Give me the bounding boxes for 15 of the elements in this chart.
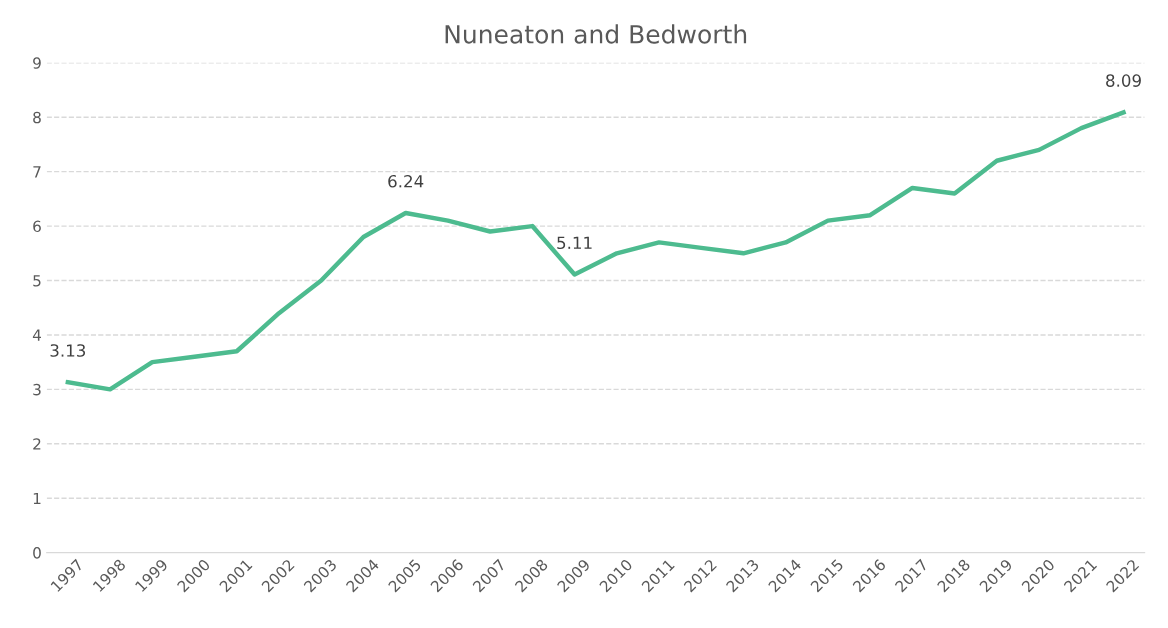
y-tick-label: 8 bbox=[33, 111, 41, 124]
y-tick-label: 1 bbox=[33, 492, 41, 505]
y-tick-label: 2 bbox=[33, 438, 41, 450]
data-label: 8.09 bbox=[1106, 74, 1141, 87]
y-tick-label: 3 bbox=[33, 383, 41, 396]
y-tick-label: 6 bbox=[33, 220, 41, 233]
data-label: 6.24 bbox=[388, 174, 424, 188]
y-tick-label: 9 bbox=[33, 57, 41, 69]
y-tick-label: 7 bbox=[33, 166, 41, 178]
y-tick-label: 0 bbox=[33, 547, 41, 559]
data-label: 5.11 bbox=[557, 236, 592, 250]
y-tick-label: 4 bbox=[32, 329, 41, 341]
chart-title: Nuneaton and Bedworth bbox=[445, 24, 747, 44]
data-label: 3.13 bbox=[50, 344, 86, 357]
y-tick-label: 5 bbox=[33, 275, 41, 287]
